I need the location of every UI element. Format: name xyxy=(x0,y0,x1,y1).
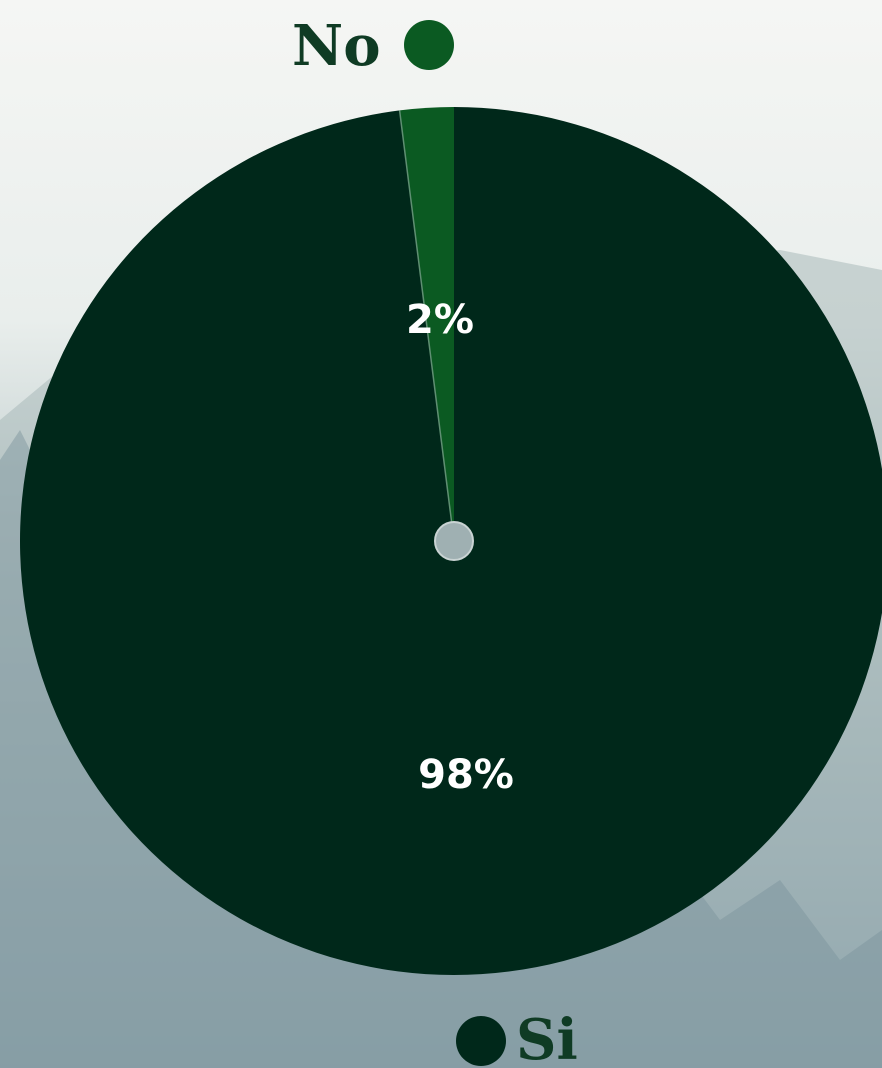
legend-label-no: No xyxy=(292,13,381,79)
legend-label-si: Si xyxy=(516,1007,578,1068)
slice-label-no: 2% xyxy=(406,297,474,343)
legend-dot-no xyxy=(404,20,454,70)
pie-center-hub xyxy=(434,521,474,561)
legend-dot-si xyxy=(456,1016,506,1066)
slice-separator xyxy=(398,110,455,542)
slice-label-si: 98% xyxy=(418,752,514,798)
